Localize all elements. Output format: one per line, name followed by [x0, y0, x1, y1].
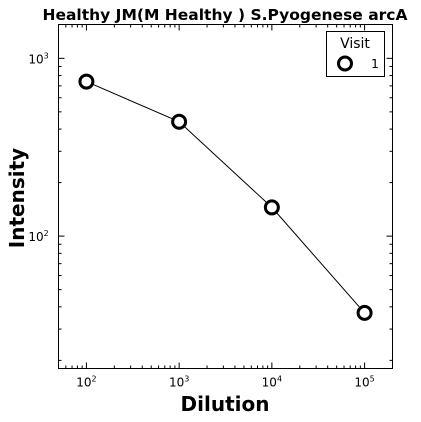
x-tick-label: 105 [354, 375, 374, 390]
legend: Visit 1 [326, 31, 385, 77]
series-line [86, 81, 365, 314]
x-tick-label: 102 [76, 375, 96, 390]
legend-title: Visit [340, 36, 370, 52]
y-tick-label: 103 [28, 51, 48, 66]
plot-area [58, 24, 393, 369]
x-tick-label: 103 [169, 375, 189, 390]
x-tick-label: 104 [262, 375, 282, 390]
data-point [263, 199, 280, 216]
data-point [78, 73, 95, 90]
data-point [171, 113, 188, 130]
plot-frame [58, 24, 393, 369]
data-point [356, 304, 373, 321]
y-tick-label: 102 [28, 229, 48, 244]
legend-box [326, 31, 385, 77]
legend-marker-icon [337, 55, 353, 72]
x-axis-title: Dilution [181, 392, 270, 416]
y-axis-title: Intensity [5, 148, 29, 248]
chart-title: Healthy JM(M Healthy ) S.Pyogenese arcA [42, 6, 407, 24]
legend-label: 1 [371, 56, 379, 71]
